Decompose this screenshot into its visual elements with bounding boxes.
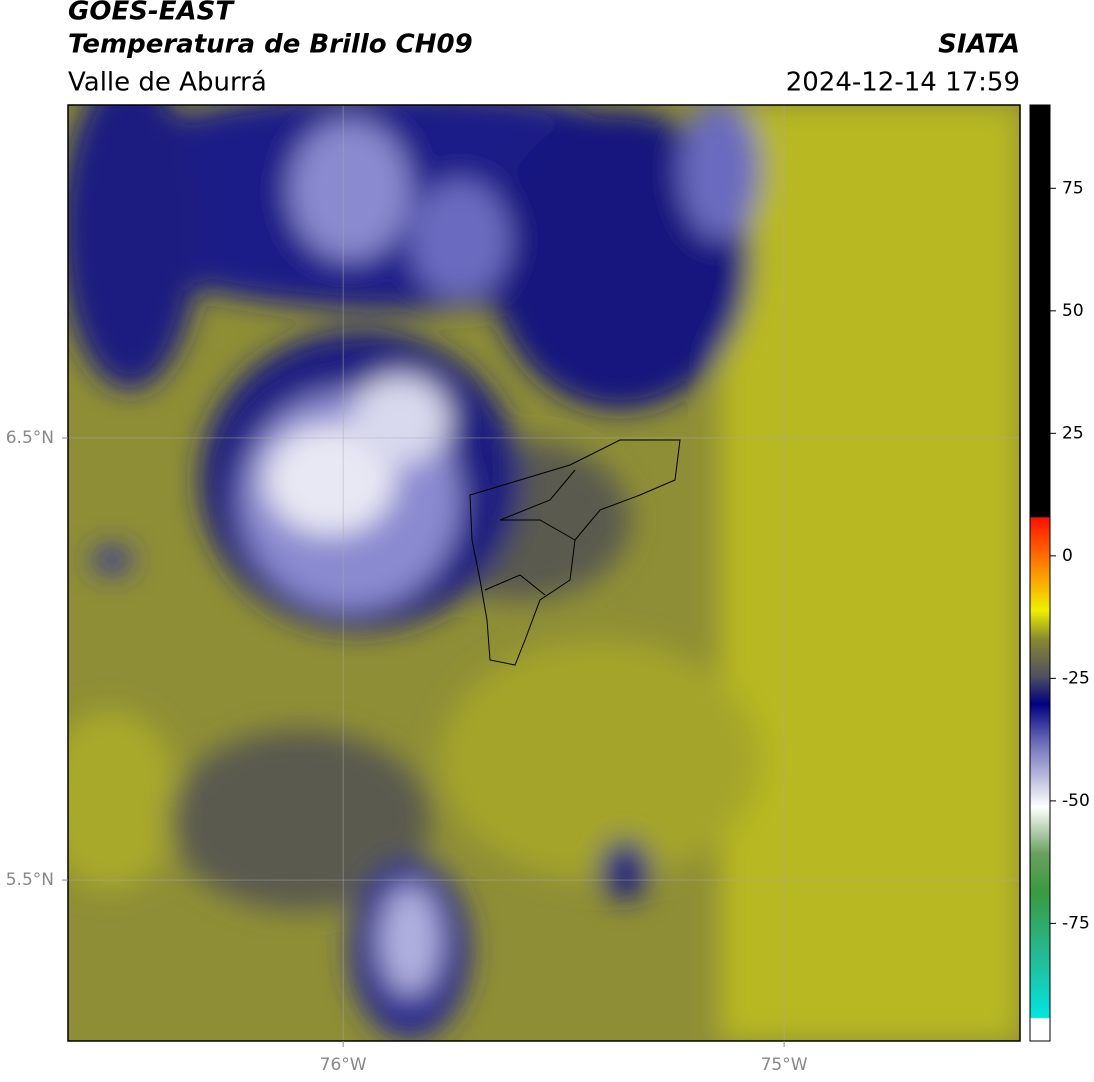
timestamp: 2024-12-14 17:59 (786, 68, 1020, 98)
y-tick-label: 6.5°N (6, 428, 54, 448)
subtitle: Temperatura de Brillo CH09 (68, 30, 473, 60)
colorbar-tick-label: 50 (1062, 301, 1084, 321)
colorbar-tick-label: 25 (1062, 423, 1084, 443)
map-grid (68, 105, 1020, 1041)
region: Valle de Aburrá (68, 68, 267, 98)
x-tick-label: 76°W (320, 1055, 367, 1075)
x-tick-label: 75°W (761, 1055, 808, 1075)
colorbar-tick-label: 75 (1062, 178, 1084, 198)
colorbar (1029, 104, 1051, 1042)
source: SIATA (938, 30, 1020, 60)
colorbar-tick-label: -25 (1062, 668, 1090, 688)
map-frame (67, 104, 1021, 1042)
y-tick-label: 5.5°N (6, 870, 54, 890)
colorbar-tick-label: -50 (1062, 791, 1090, 811)
colorbar-tick-label: 0 (1062, 546, 1073, 566)
satellite-image (68, 105, 1020, 1041)
title: GOES-EAST (68, 0, 235, 27)
colorbar-tick-label: -75 (1062, 913, 1090, 933)
